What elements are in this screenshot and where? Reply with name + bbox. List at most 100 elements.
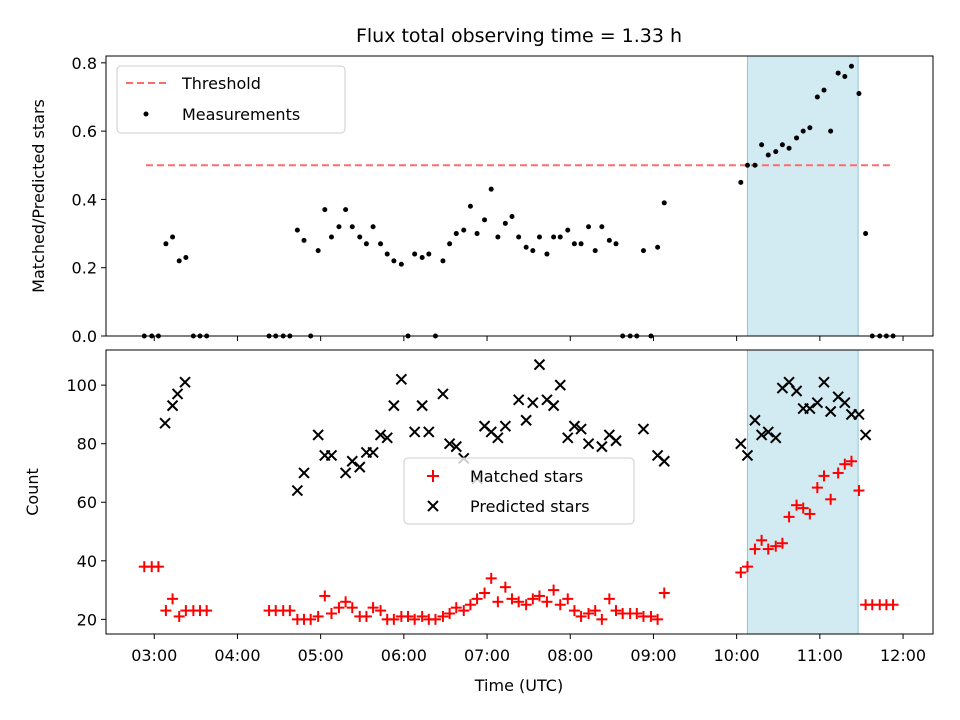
measurement-point <box>440 258 446 264</box>
measurement-point <box>378 241 384 247</box>
matched-star-point <box>305 613 317 625</box>
measurement-point <box>349 224 355 230</box>
matched-star-point <box>603 593 615 605</box>
measurement-point <box>426 251 432 257</box>
top-highlight-span <box>746 55 859 337</box>
matched-star-point <box>562 593 574 605</box>
measurement-point <box>176 258 182 264</box>
top-legend-box <box>116 65 346 134</box>
matched-star-point <box>776 537 788 549</box>
matched-star-point <box>458 605 470 617</box>
matched-star-point <box>583 608 595 620</box>
measurement-point <box>544 251 550 257</box>
matched-star-point <box>770 540 782 552</box>
x-tick-label: 12:00 <box>880 646 926 665</box>
x-tick-label: 04:00 <box>214 646 260 665</box>
matched-star-point <box>402 610 414 622</box>
x-tick-label: 11:00 <box>797 646 843 665</box>
predicted-star-point <box>762 426 774 438</box>
measurement-point <box>794 135 800 141</box>
matched-star-point <box>340 596 352 608</box>
matched-star-point <box>499 581 511 593</box>
matched-star-point <box>811 482 823 494</box>
measurement-point <box>398 261 404 267</box>
x-tick-label: 10:00 <box>714 646 760 665</box>
predicted-star-point <box>658 455 670 467</box>
measurement-point <box>835 70 841 76</box>
measurement-point <box>474 231 480 237</box>
predicted-star-point <box>859 429 872 441</box>
x-axis-label: Time (UTC) <box>474 676 563 695</box>
bottom-y-tick-label: 100 <box>66 376 97 395</box>
measurements-legend-label: Measurements <box>182 105 300 124</box>
top-x-ticks <box>153 336 904 341</box>
top-y-tick-label: 0.2 <box>72 259 97 278</box>
matched-star-point <box>312 610 324 622</box>
matched-star-point <box>658 587 670 599</box>
measurement-point <box>447 241 453 247</box>
matched-star-point <box>284 605 296 617</box>
measurement-point <box>863 231 869 237</box>
matched-star-point <box>832 467 844 479</box>
measurement-point <box>765 152 771 158</box>
matched-star-point <box>492 596 504 608</box>
predicted-star-point <box>790 385 803 397</box>
predicted-star-point <box>853 408 865 421</box>
matched-star-point <box>464 599 476 611</box>
matched-star-point <box>797 502 809 514</box>
measurement-point <box>842 73 848 79</box>
matched-star-point <box>631 608 643 620</box>
predicted-star-point <box>388 399 400 412</box>
measurement-point <box>536 234 542 240</box>
measurement-point <box>482 217 488 223</box>
matched-star-point <box>409 613 421 625</box>
predicted-star-point <box>298 467 310 479</box>
predicted-star-point <box>443 437 456 450</box>
bottom-y-ticks: 20 40 60 80 100 <box>66 376 106 629</box>
measurement-point <box>752 162 758 168</box>
measurement-point <box>565 227 571 233</box>
measurement-point <box>453 231 459 237</box>
predicted-star-point <box>770 432 782 444</box>
bottom-legend-box <box>403 457 635 525</box>
matched-star-point <box>610 605 622 617</box>
predicted-star-point <box>171 388 184 400</box>
matched-star-point <box>471 593 483 605</box>
matched-star-point <box>887 599 899 611</box>
matched-star-point <box>333 602 345 614</box>
matched-star-point <box>735 567 747 579</box>
predicted-star-point <box>839 396 851 409</box>
measurement-point <box>744 162 750 168</box>
predicted-star-point <box>582 437 595 450</box>
matched-star-point <box>818 470 830 482</box>
matched-star-point <box>367 602 379 614</box>
predicted-star-point <box>166 399 179 412</box>
predicted-star-point <box>395 373 408 385</box>
matched-star-point <box>839 458 851 470</box>
matched-star-point <box>437 610 449 622</box>
measurement-point <box>357 234 363 240</box>
predicted-legend-label: Predicted stars <box>470 497 590 516</box>
matched-star-point <box>575 610 587 622</box>
top-y-ticks: 0.0 0.2 0.4 0.6 0.8 <box>72 54 106 346</box>
matched-star-point <box>568 605 580 617</box>
measurement-point <box>343 207 349 213</box>
measurement-point <box>557 234 563 240</box>
measurement-point <box>856 91 862 97</box>
matched-star-point <box>589 605 601 617</box>
matched-star-point <box>548 584 560 596</box>
top-panel: 0.00.20.40.60.8 Matched/Predicted stars … <box>29 54 934 346</box>
predicted-star-point <box>492 432 504 444</box>
measurement-point <box>183 254 189 260</box>
predicted-star-point <box>179 376 191 388</box>
measurement-point <box>738 179 744 185</box>
measurement-point <box>502 220 508 226</box>
top-y-axis-label: Matched/Predicted stars <box>29 99 48 293</box>
x-tick-label: 06:00 <box>381 646 427 665</box>
measurement-point <box>814 94 820 100</box>
measurement-point <box>419 254 425 260</box>
measurement-point <box>488 186 494 192</box>
matched-star-point <box>319 590 331 602</box>
measurement-point <box>578 241 584 247</box>
